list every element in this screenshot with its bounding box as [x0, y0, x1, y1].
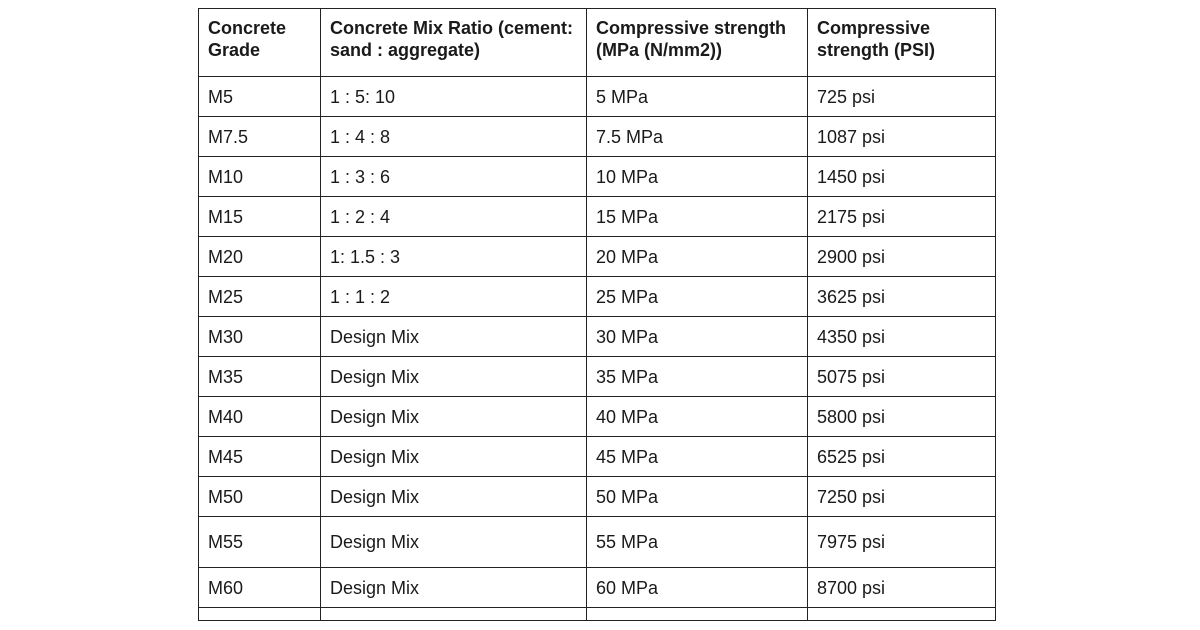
table-row: M30 Design Mix 30 MPa 4350 psi — [198, 316, 996, 357]
mix-ratio-cell: 1 : 2 : 4 — [320, 196, 587, 237]
table-row: M35 Design Mix 35 MPa 5075 psi — [198, 356, 996, 397]
table-row: M55 Design Mix 55 MPa 7975 psi — [198, 516, 996, 568]
grade-cell: M25 — [198, 276, 321, 317]
empty-cell — [198, 607, 321, 621]
strength-psi-cell: 2900 psi — [807, 236, 996, 277]
mix-ratio-cell: Design Mix — [320, 476, 587, 517]
strength-psi-cell: 5075 psi — [807, 356, 996, 397]
mix-ratio-cell: 1 : 1 : 2 — [320, 276, 587, 317]
header-mix-ratio: Concrete Mix Ratio (cement: sand : aggre… — [320, 8, 587, 77]
strength-psi-cell: 4350 psi — [807, 316, 996, 357]
mix-ratio-cell: 1 : 3 : 6 — [320, 156, 587, 197]
strength-psi-cell: 7250 psi — [807, 476, 996, 517]
strength-mpa-cell: 15 MPa — [586, 196, 808, 237]
strength-psi-cell: 3625 psi — [807, 276, 996, 317]
grade-cell: M60 — [198, 567, 321, 608]
table-row-cutoff — [198, 607, 996, 621]
grade-cell: M45 — [198, 436, 321, 477]
empty-cell — [586, 607, 808, 621]
table-row: M10 1 : 3 : 6 10 MPa 1450 psi — [198, 156, 996, 197]
mix-ratio-cell: 1: 1.5 : 3 — [320, 236, 587, 277]
strength-mpa-cell: 60 MPa — [586, 567, 808, 608]
table-row: M20 1: 1.5 : 3 20 MPa 2900 psi — [198, 236, 996, 277]
grade-cell: M30 — [198, 316, 321, 357]
strength-psi-cell: 8700 psi — [807, 567, 996, 608]
strength-mpa-cell: 50 MPa — [586, 476, 808, 517]
strength-mpa-cell: 30 MPa — [586, 316, 808, 357]
header-concrete-grade: Concrete Grade — [198, 8, 321, 77]
table-row: M45 Design Mix 45 MPa 6525 psi — [198, 436, 996, 477]
table-row: M50 Design Mix 50 MPa 7250 psi — [198, 476, 996, 517]
mix-ratio-cell: Design Mix — [320, 316, 587, 357]
mix-ratio-cell: 1 : 5: 10 — [320, 76, 587, 117]
grade-cell: M5 — [198, 76, 321, 117]
strength-mpa-cell: 55 MPa — [586, 516, 808, 568]
concrete-grade-table: Concrete Grade Concrete Mix Ratio (cemen… — [198, 8, 996, 621]
mix-ratio-cell: Design Mix — [320, 567, 587, 608]
grade-cell: M7.5 — [198, 116, 321, 157]
grade-cell: M10 — [198, 156, 321, 197]
table-header-row: Concrete Grade Concrete Mix Ratio (cemen… — [198, 8, 996, 77]
strength-psi-cell: 6525 psi — [807, 436, 996, 477]
strength-mpa-cell: 45 MPa — [586, 436, 808, 477]
strength-mpa-cell: 7.5 MPa — [586, 116, 808, 157]
grade-cell: M50 — [198, 476, 321, 517]
header-strength-mpa: Compressive strength (MPa (N/mm2)) — [586, 8, 808, 77]
grade-cell: M20 — [198, 236, 321, 277]
strength-mpa-cell: 40 MPa — [586, 396, 808, 437]
strength-mpa-cell: 35 MPa — [586, 356, 808, 397]
grade-cell: M55 — [198, 516, 321, 568]
strength-mpa-cell: 20 MPa — [586, 236, 808, 277]
table-row: M5 1 : 5: 10 5 MPa 725 psi — [198, 76, 996, 117]
table-row: M7.5 1 : 4 : 8 7.5 MPa 1087 psi — [198, 116, 996, 157]
table-row: M40 Design Mix 40 MPa 5800 psi — [198, 396, 996, 437]
strength-psi-cell: 7975 psi — [807, 516, 996, 568]
strength-psi-cell: 725 psi — [807, 76, 996, 117]
header-strength-psi: Compressive strength (PSI) — [807, 8, 996, 77]
strength-psi-cell: 5800 psi — [807, 396, 996, 437]
table-row: M25 1 : 1 : 2 25 MPa 3625 psi — [198, 276, 996, 317]
mix-ratio-cell: Design Mix — [320, 356, 587, 397]
grade-cell: M15 — [198, 196, 321, 237]
strength-psi-cell: 1087 psi — [807, 116, 996, 157]
strength-psi-cell: 1450 psi — [807, 156, 996, 197]
strength-psi-cell: 2175 psi — [807, 196, 996, 237]
mix-ratio-cell: Design Mix — [320, 516, 587, 568]
empty-cell — [320, 607, 587, 621]
mix-ratio-cell: Design Mix — [320, 436, 587, 477]
mix-ratio-cell: 1 : 4 : 8 — [320, 116, 587, 157]
mix-ratio-cell: Design Mix — [320, 396, 587, 437]
strength-mpa-cell: 25 MPa — [586, 276, 808, 317]
table-row: M15 1 : 2 : 4 15 MPa 2175 psi — [198, 196, 996, 237]
table-row: M60 Design Mix 60 MPa 8700 psi — [198, 567, 996, 608]
grade-cell: M40 — [198, 396, 321, 437]
strength-mpa-cell: 10 MPa — [586, 156, 808, 197]
strength-mpa-cell: 5 MPa — [586, 76, 808, 117]
grade-cell: M35 — [198, 356, 321, 397]
empty-cell — [807, 607, 996, 621]
